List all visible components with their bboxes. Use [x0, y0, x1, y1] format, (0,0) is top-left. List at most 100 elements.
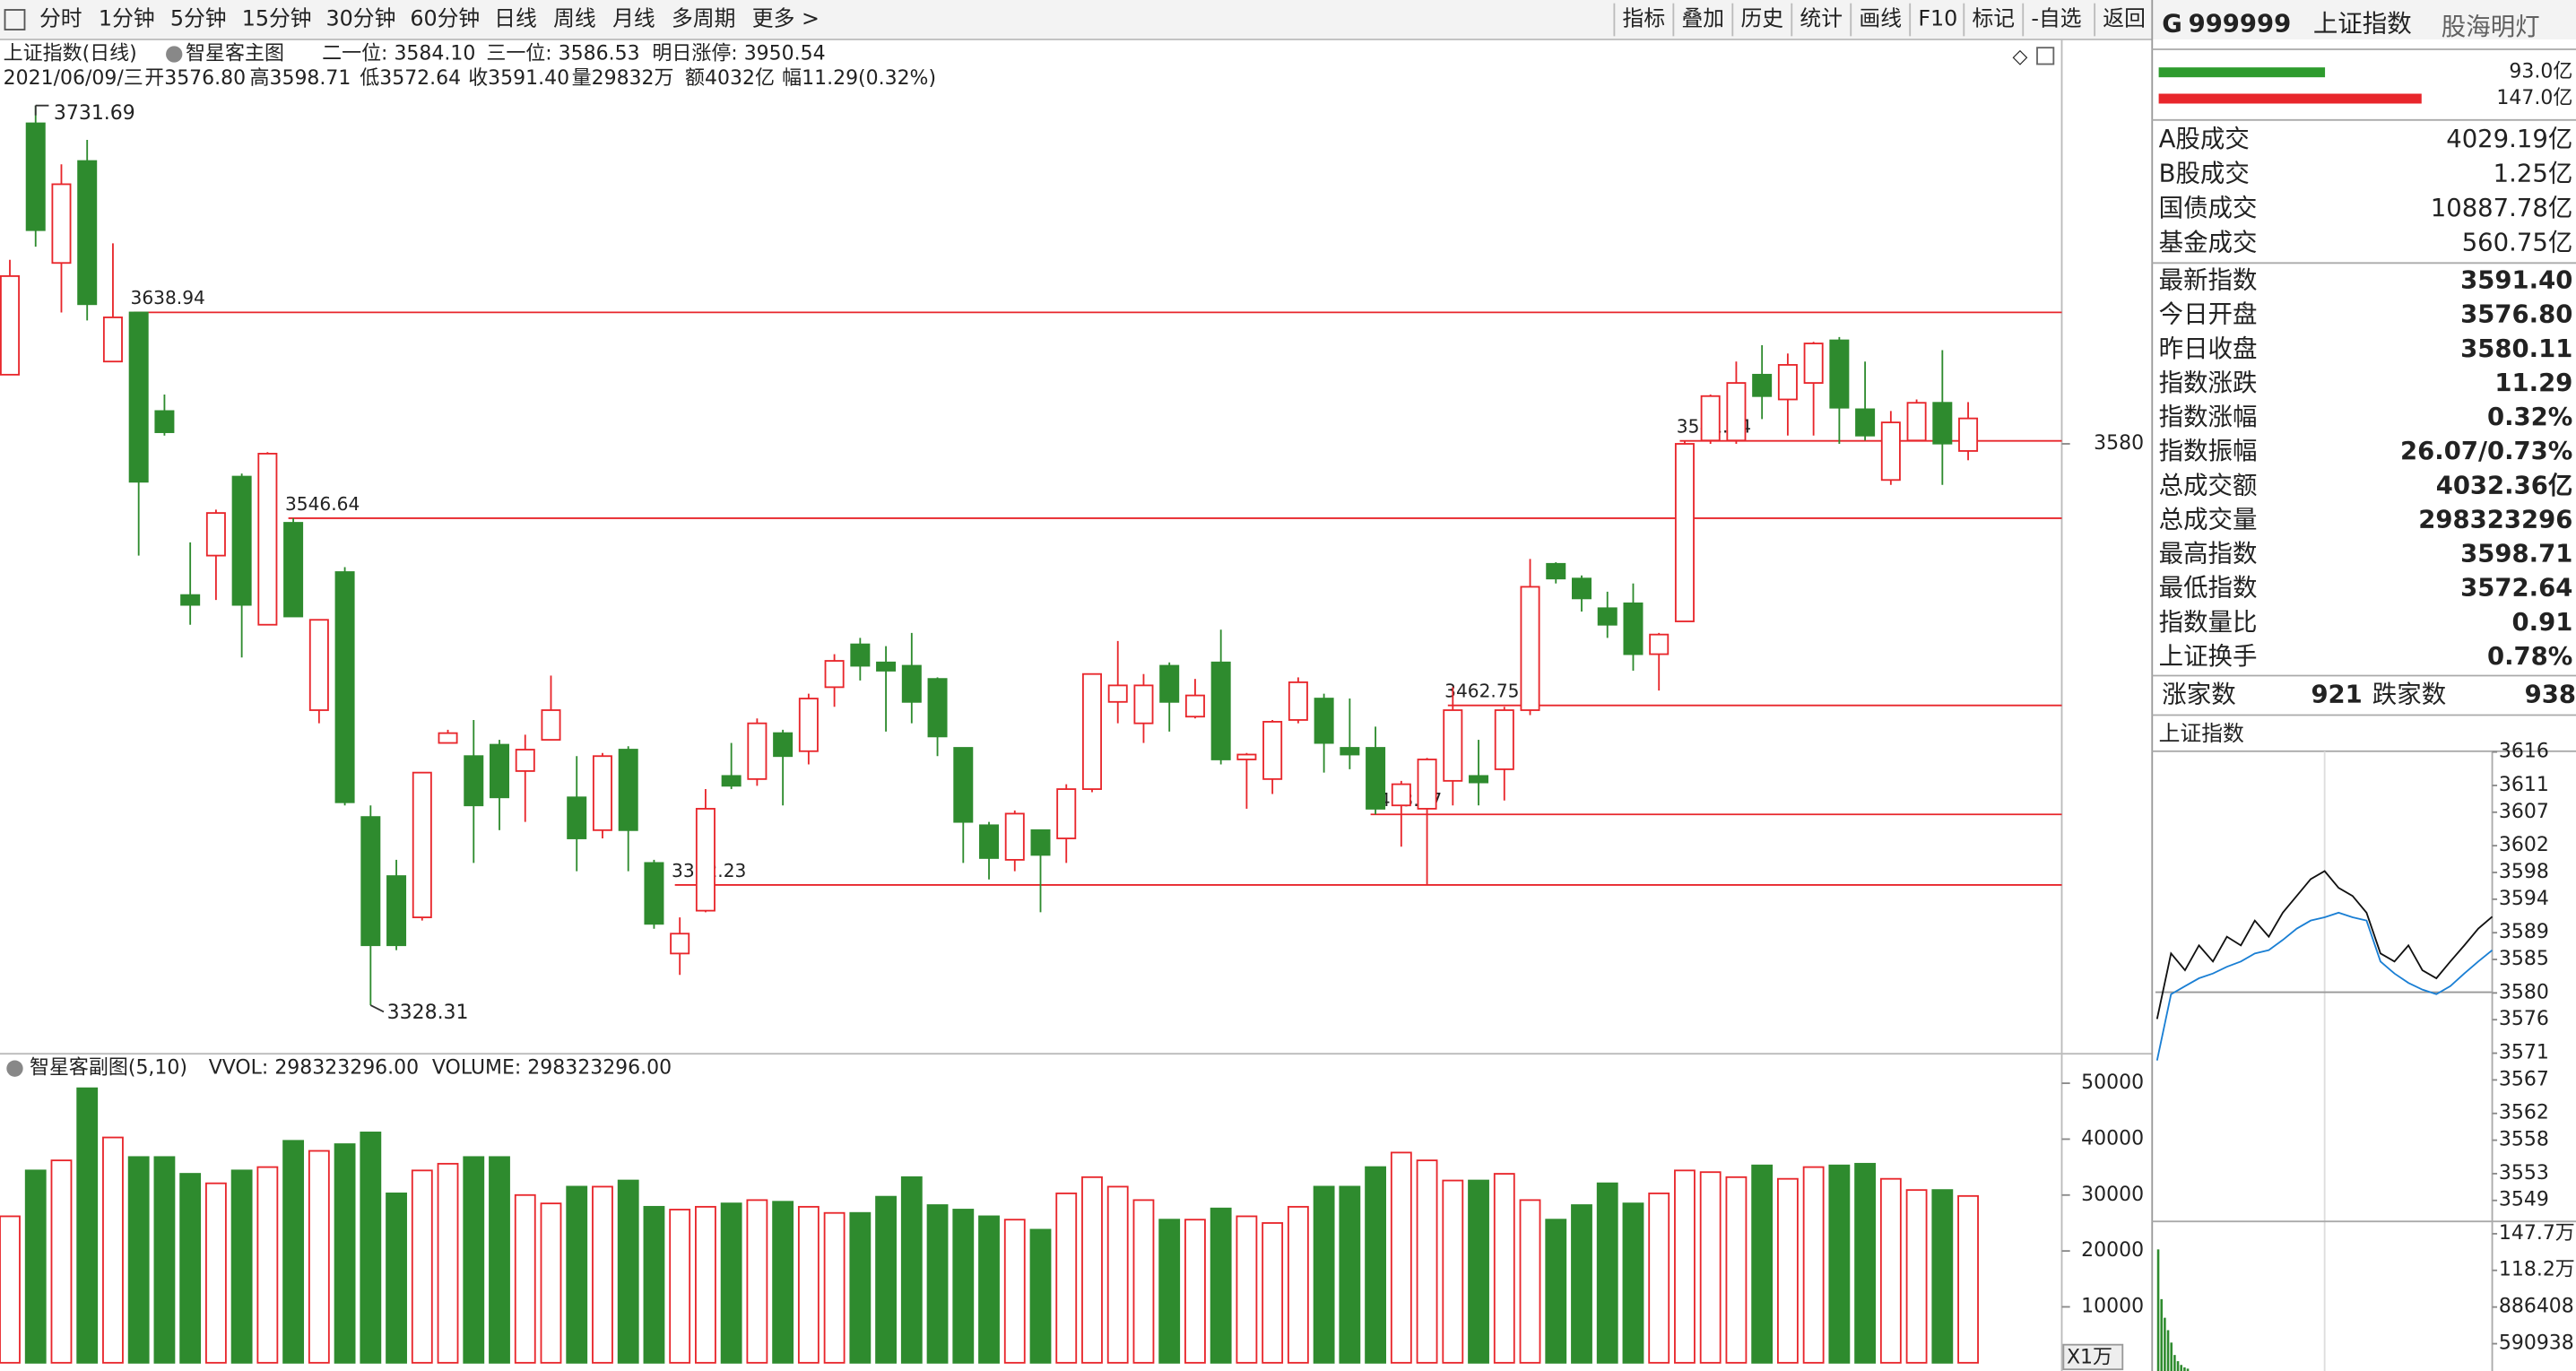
volume-bar [1081, 1176, 1103, 1364]
toolbar-item[interactable]: 30分钟 [326, 5, 396, 30]
toolbar-item[interactable]: 指标 [1623, 5, 1666, 30]
toolbar-item[interactable]: 日线 [494, 5, 537, 30]
candle-body [618, 749, 638, 831]
toolbar-item[interactable]: 叠加 [1682, 5, 1725, 30]
candle-body [876, 661, 897, 672]
mini-volume-bar [2176, 1361, 2180, 1371]
toolbar-item[interactable]: -自选 [2031, 5, 2081, 30]
y-tick-label: 3580 [2499, 981, 2549, 1003]
candle-body [1314, 698, 1334, 744]
toolbar-item[interactable]: 1分钟 [99, 5, 155, 30]
row-label: 指数振幅 [2159, 437, 2258, 465]
toolbar-item[interactable]: 周线 [553, 5, 596, 30]
candle-body [1133, 684, 1154, 725]
toolbar-item[interactable]: 多周期 [672, 5, 735, 30]
toolbar-item[interactable]: 5分钟 [170, 5, 227, 30]
volume-bar [153, 1156, 176, 1364]
y-tick-label: 118.2万 [2499, 1259, 2575, 1281]
sub-title: 智星客副图(5,10) [30, 1057, 187, 1080]
row-value: 0.32% [2487, 403, 2572, 431]
volume-bar [1262, 1222, 1284, 1364]
row-label: 最新指数 [2159, 265, 2258, 294]
toolbar-item[interactable]: 分时 [39, 5, 82, 30]
candle-body [1494, 709, 1514, 770]
row-value: 11.29 [2494, 369, 2572, 397]
row-label: 总成交量 [2159, 505, 2258, 534]
y-tick-label: 3607 [2499, 801, 2549, 823]
volume-bar [875, 1195, 897, 1364]
main-icon[interactable] [166, 46, 183, 63]
candle-body [205, 512, 226, 557]
candle-body [798, 698, 819, 752]
volume-bar [1519, 1199, 1541, 1364]
volume-bar [127, 1156, 150, 1364]
candle-body [644, 862, 664, 925]
prefix: G [2162, 9, 2182, 38]
candle-body [1880, 421, 1901, 482]
toolbar-item[interactable]: 标记 [1972, 5, 2015, 30]
header-text: 额4032亿 [685, 67, 775, 90]
y-tick-label: 20000 [2081, 1239, 2144, 1262]
volume-bar [849, 1211, 872, 1364]
row-value: 3598.71 [2460, 540, 2572, 568]
y-tick-label: 3571 [2499, 1042, 2549, 1064]
y-tick-label: 40000 [2081, 1127, 2144, 1150]
header-text: 2021/06/09/三 [4, 67, 143, 90]
toolbar-item[interactable]: F10 [1918, 5, 1957, 30]
volume-bar [360, 1132, 382, 1364]
candle-body [850, 643, 871, 667]
volume-bar [1236, 1215, 1258, 1364]
volume-bar [1545, 1219, 1567, 1364]
volume-bar [1106, 1185, 1129, 1364]
down-count: 938 [2525, 680, 2576, 708]
candle-body [1520, 586, 1540, 711]
candle-body [128, 311, 149, 483]
toolbar-item[interactable]: 统计 [1800, 5, 1843, 30]
volume-bar [1699, 1171, 1722, 1364]
mini-volume-bar [2170, 1342, 2173, 1371]
y-tick-label: 3611 [2499, 774, 2549, 796]
candle-body [1184, 694, 1205, 718]
candle-body [824, 660, 845, 689]
watermark: 股海明灯 [2442, 13, 2540, 41]
header-text: 收3591.40 [468, 67, 569, 90]
candle-body [515, 749, 535, 772]
toolbar-icon[interactable] [4, 9, 26, 30]
toolbar-item[interactable]: 历史 [1740, 5, 1783, 30]
volume-bar [1828, 1164, 1851, 1364]
toolbar-item[interactable]: 更多 > [752, 5, 820, 30]
volume-bar [1493, 1173, 1515, 1364]
y-tick-label: 590938 [2499, 1332, 2574, 1355]
panel-icon[interactable] [2036, 47, 2055, 65]
toolbar-item[interactable]: 返回 [2103, 5, 2146, 30]
candle-body [541, 709, 561, 741]
volume-bar [746, 1199, 768, 1364]
candle-body [953, 747, 974, 823]
row-label: 最低指数 [2159, 574, 2258, 603]
candle-body [1906, 402, 1927, 442]
candle-body [1674, 443, 1695, 622]
candle-body [773, 732, 794, 758]
toolbar-item[interactable]: 画线 [1859, 5, 1902, 30]
volume-label: VOLUME: 298323296.00 [432, 1057, 672, 1080]
volume-bar [1802, 1166, 1825, 1364]
volume-bar [463, 1156, 485, 1364]
candle-body [77, 160, 98, 306]
volume-bar [926, 1204, 949, 1364]
volume-bar [386, 1192, 407, 1364]
candle-body [334, 571, 355, 803]
volume-bar [256, 1166, 279, 1364]
candle-body [670, 933, 690, 955]
toolbar-item[interactable]: 月线 [612, 5, 655, 30]
extreme-label: 3328.31 [387, 1002, 469, 1024]
toolbar-item[interactable]: 15分钟 [242, 5, 312, 30]
row-value: 1.25亿 [2494, 159, 2573, 187]
volume-bar [282, 1140, 305, 1364]
volume-bar [1596, 1182, 1618, 1364]
toolbar-item[interactable]: 60分钟 [410, 5, 480, 30]
volume-bar [797, 1205, 820, 1364]
sub-icon[interactable] [6, 1060, 23, 1077]
down-label: 跌家数 [2372, 680, 2446, 708]
diamond-icon[interactable]: ◇ [2013, 46, 2028, 68]
